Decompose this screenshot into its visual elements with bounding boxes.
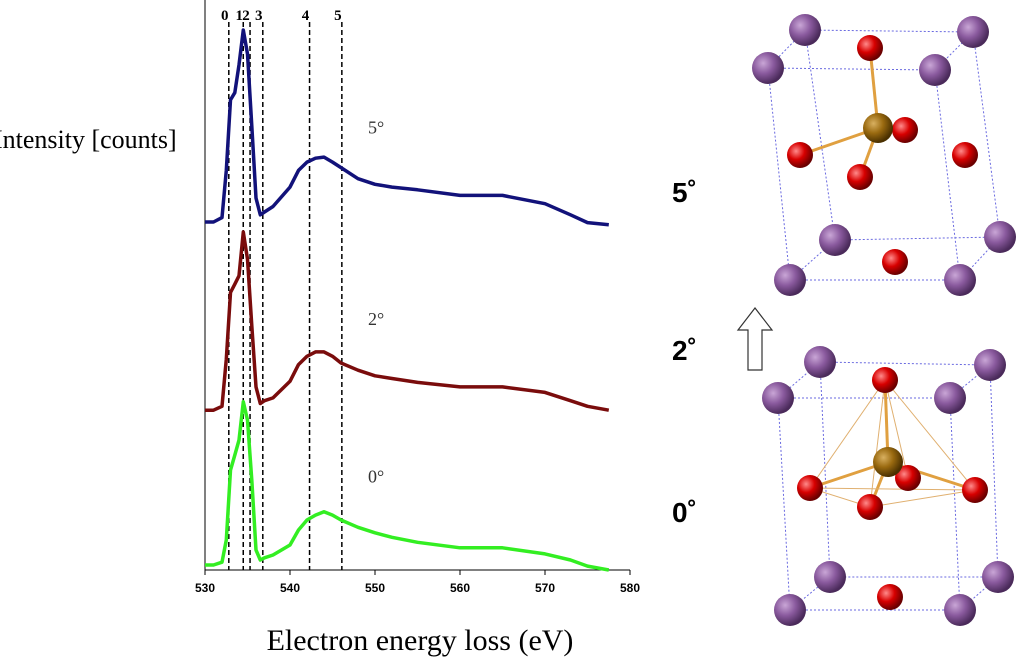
marker-label: 4: [302, 8, 310, 24]
marker-label: 0: [221, 8, 229, 24]
marker-label: 3: [255, 8, 263, 24]
marker-label: 2: [242, 8, 250, 24]
series-label: 5°: [368, 118, 384, 138]
y-axis-label: Intensity [counts]: [0, 125, 177, 154]
angle-annotation: 5˚: [672, 177, 697, 208]
x-tick-label: 530: [195, 581, 215, 595]
atoms: [752, 14, 1016, 626]
marker-label: 1: [236, 8, 244, 24]
x-tick-label: 570: [535, 581, 555, 595]
x-tick-label: 550: [365, 581, 385, 595]
series-line: [205, 28, 609, 227]
x-tick-label: 540: [280, 581, 300, 595]
x-tick-label: 580: [620, 581, 640, 595]
angle-annotation: 0˚: [672, 497, 697, 528]
x-axis-label: Electron energy loss (eV): [267, 624, 574, 657]
x-tick-label: 560: [450, 581, 470, 595]
series-line: [205, 230, 610, 412]
series-line: [205, 400, 610, 572]
series-label: 0°: [368, 466, 384, 486]
marker-label: 5: [334, 8, 342, 24]
series-label: 2°: [368, 309, 384, 329]
angle-annotation: 2˚: [672, 335, 697, 366]
arrow: [736, 307, 774, 371]
